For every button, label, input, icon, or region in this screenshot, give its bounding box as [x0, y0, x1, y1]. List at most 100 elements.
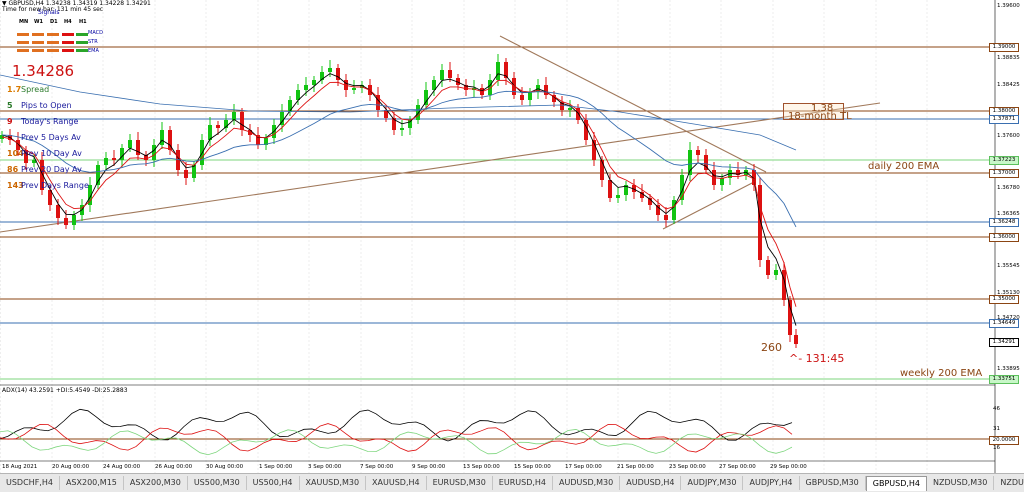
time-tick: 23 Sep 00:00 [669, 464, 706, 470]
candle [48, 186, 52, 211]
chart-tab[interactable]: AUDJPY,M30 [681, 476, 744, 490]
candle [184, 162, 188, 185]
candle [416, 99, 420, 124]
candle [774, 264, 778, 280]
price-label: 1.37223 [989, 156, 1019, 165]
tf-d1: D1 [50, 19, 58, 25]
chart-tab[interactable]: US500,H4 [247, 476, 300, 490]
candle [224, 114, 228, 132]
candle [400, 120, 404, 136]
chart-tab[interactable]: ASX200,M30 [124, 476, 188, 490]
candle [464, 79, 468, 96]
current-price: 1.34286 [12, 62, 75, 80]
candle [408, 116, 412, 135]
info-value: 9 [7, 117, 13, 126]
signal-cell [47, 49, 59, 52]
info-label: Prev Days Range [21, 181, 89, 190]
chart-tab[interactable]: NZDUSD,M30 [927, 476, 995, 490]
chart-tab[interactable]: XAUUSD,H4 [366, 476, 427, 490]
chart-tab[interactable]: US500,M30 [188, 476, 247, 490]
signal-cell [32, 41, 44, 44]
info-value: 1.7 [7, 85, 22, 94]
chart-tab[interactable]: EURUSD,H4 [493, 476, 554, 490]
time-tick: 13 Sep 00:00 [463, 464, 500, 470]
horizontal-levels [0, 46, 995, 440]
chart-tab[interactable]: GBPUSD,H4 [865, 475, 928, 491]
price-label: 1.34649 [989, 319, 1019, 328]
time-tick: 18 Aug 2021 [2, 464, 38, 470]
chart-tab[interactable]: AUDUSD,H4 [620, 476, 682, 490]
info-label: Prev 5 Days Av [21, 133, 81, 142]
candle [794, 329, 798, 348]
chart-tab[interactable]: USDCHF,H4 [0, 476, 60, 490]
signal-cell [32, 49, 44, 52]
price-label: 1.37871 [989, 115, 1019, 124]
candle [96, 161, 100, 189]
candle [296, 84, 300, 105]
price-chart[interactable] [0, 0, 1024, 473]
candle [320, 66, 324, 84]
adx-tick-46: 46 [993, 406, 1000, 412]
candle [696, 146, 700, 162]
time-tick: 7 Sep 00:00 [360, 464, 394, 470]
chart-tab[interactable]: AUDJPY,H4 [743, 476, 800, 490]
pips-drop-label: 260 [761, 341, 782, 354]
chart-tab[interactable]: GBPUSD,M30 [800, 476, 866, 490]
plus-di-line [0, 429, 793, 456]
info-label: Today's Range [21, 117, 79, 126]
price-tick: 1.37600 [997, 133, 1020, 139]
candle [312, 76, 316, 92]
price-label: 1.39000 [989, 43, 1019, 52]
ema-fast-line [1, 73, 797, 326]
chart-grid [0, 0, 928, 473]
price-tick: 1.36365 [997, 211, 1020, 217]
signal-cell [47, 33, 59, 36]
adx-tick-31: 31 [993, 426, 1000, 432]
signals-title: Signals [38, 9, 60, 16]
info-value: 86 [7, 165, 19, 174]
time-tick: 24 Aug 00:00 [103, 464, 141, 470]
info-value: 5 [7, 101, 13, 110]
candle [640, 184, 644, 202]
time-tick: 15 Sep 00:00 [514, 464, 551, 470]
candle [104, 152, 108, 170]
signal-cell [62, 49, 74, 52]
chart-tab[interactable]: XAUUSD,M30 [300, 476, 367, 490]
info-value: 104 [7, 149, 24, 158]
signal-cell [76, 33, 88, 36]
chart-symbol-header: ▼ GBPUSD,H4 1.34238 1.34319 1.34228 1.34… [2, 0, 151, 7]
candle [584, 114, 588, 145]
chart-tab[interactable]: EURUSD,M30 [427, 476, 493, 490]
candle [544, 77, 548, 99]
signal-macd-label: MACD [88, 30, 103, 36]
chart-tab[interactable]: NZDUSD,H4 [994, 476, 1024, 490]
price-tick: 1.35130 [997, 290, 1020, 296]
candle [216, 121, 220, 135]
candle [288, 96, 292, 116]
moving-averages [0, 73, 797, 326]
signal-cell [17, 49, 29, 52]
chart-tab[interactable]: AUDUSD,M30 [553, 476, 621, 490]
candle [688, 142, 692, 181]
adx-header: ADX(14) 43.2591 +DI:5.4549 -DI:25.2883 [2, 387, 128, 394]
trendlines [0, 35, 881, 233]
candle [376, 87, 380, 117]
time-tick: 27 Sep 00:00 [719, 464, 756, 470]
candle [392, 112, 396, 135]
ema-mid-line [1, 79, 797, 307]
daily-ema-label: daily 200 EMA [868, 161, 940, 172]
candle [672, 196, 676, 224]
candle [568, 100, 572, 117]
info-label: Prev 10 Day Av [21, 149, 82, 158]
candle [782, 262, 786, 306]
chart-tab[interactable]: ASX200,M15 [60, 476, 124, 490]
candle [608, 174, 612, 202]
level-box [783, 103, 844, 120]
info-value: 143 [7, 181, 24, 190]
signal-cell [17, 33, 29, 36]
candle [440, 64, 444, 87]
candle [560, 96, 564, 116]
info-label: Pips to Open [21, 101, 72, 110]
signal-cell [32, 33, 44, 36]
candle [528, 88, 532, 106]
